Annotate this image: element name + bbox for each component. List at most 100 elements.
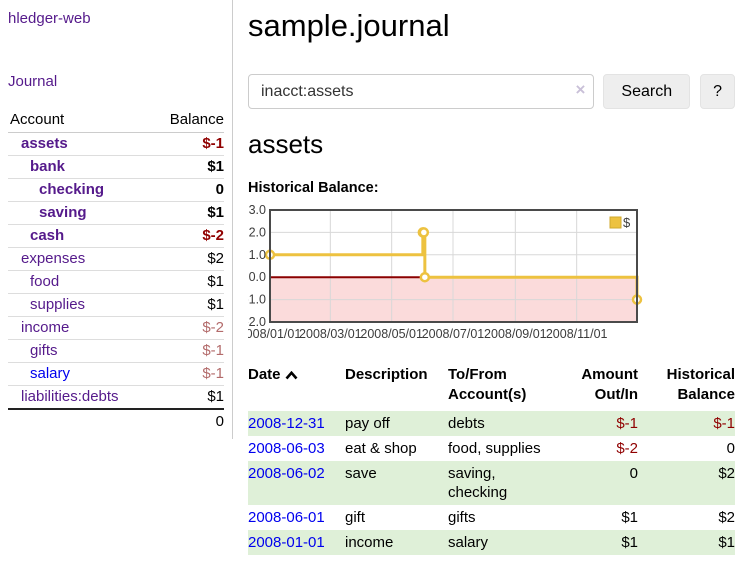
transaction-amount: $-1 — [616, 415, 638, 432]
account-balance: $1 — [151, 155, 224, 179]
account-row: liabilities:debts $1 — [8, 386, 224, 410]
app-title-link[interactable]: hledger-web — [8, 10, 91, 27]
x-axis-tick-label: 2008/03/01 — [299, 327, 362, 341]
search-input-wrapper: × — [248, 74, 595, 109]
transaction-accounts: saving, checking — [448, 465, 508, 501]
y-axis-tick-label: 1.0 — [249, 248, 266, 262]
account-balance: $-1 — [151, 132, 224, 156]
account-balance: 0 — [151, 178, 224, 202]
account-balance: $-2 — [151, 316, 224, 340]
account-link-assets[interactable]: assets — [21, 135, 68, 152]
transaction-row: 2008-06-03 eat & shop food, supplies $-2 0 — [248, 436, 735, 461]
account-link-cash[interactable]: cash — [30, 227, 65, 244]
transaction-row: 2008-12-31 pay off debts $-1 $-1 — [248, 411, 735, 436]
accounts-header-account: Account — [8, 108, 152, 133]
account-link-salary[interactable]: salary — [30, 365, 71, 382]
account-row: supplies $1 — [8, 293, 224, 317]
y-axis-tick-label: -1.0 — [248, 293, 266, 307]
clear-search-icon[interactable]: × — [575, 80, 586, 99]
accounts-header-row: Account Balance — [8, 108, 224, 133]
accounts-total-value: 0 — [151, 408, 224, 433]
transaction-description: income — [345, 534, 394, 551]
accounts-total-spacer — [8, 408, 152, 433]
accounts-header-balance: Balance — [151, 108, 224, 133]
app-root: hledger-web Journal Account Balance asse… — [0, 0, 742, 555]
transaction-accounts: debts — [448, 415, 485, 432]
transaction-date-link[interactable]: 2008-06-01 — [248, 509, 325, 526]
transaction-balance: $-1 — [713, 415, 735, 432]
register-header-row: Date Description To/From Account(s) Amou… — [248, 363, 735, 411]
account-row: saving $1 — [8, 201, 224, 225]
account-link-bank[interactable]: bank — [30, 158, 66, 175]
account-row: assets $-1 — [8, 132, 224, 156]
register-table: Date Description To/From Account(s) Amou… — [248, 363, 735, 555]
account-row: expenses $2 — [8, 247, 224, 271]
plot-border — [269, 209, 638, 323]
transaction-accounts: salary — [448, 534, 489, 551]
transaction-balance: $1 — [718, 534, 735, 551]
y-axis-tick-label: 2.0 — [249, 225, 266, 239]
account-link-saving[interactable]: saving — [39, 204, 87, 221]
register-header-date[interactable]: Date — [248, 363, 345, 411]
transaction-row: 2008-06-02 save saving, checking 0 $2 — [248, 461, 735, 505]
transaction-description: pay off — [345, 415, 390, 432]
account-link-income[interactable]: income — [21, 319, 70, 336]
transaction-balance: $2 — [718, 465, 735, 482]
account-link-supplies[interactable]: supplies — [30, 296, 86, 313]
account-row: gifts $-1 — [8, 339, 224, 363]
account-link-expenses[interactable]: expenses — [21, 250, 86, 267]
y-axis-tick-label: 3.0 — [249, 205, 266, 217]
register-header-amount: Amount Out/In — [581, 366, 638, 403]
accounts-total-row: 0 — [8, 408, 224, 433]
transaction-amount: $-2 — [616, 440, 638, 457]
x-axis-tick-label: 2008/11/01 — [546, 327, 608, 341]
account-row: bank $1 — [8, 155, 224, 179]
main-content: sample.journal × Search ? assets Histori… — [233, 0, 742, 555]
sort-ascending-icon — [285, 366, 298, 386]
historical-balance-chart[interactable]: $3.0 2.0 1.0 0.0 -1.0 -2.02008/01/012008/03/0… — [239, 203, 644, 345]
transaction-description: eat & shop — [345, 440, 417, 457]
legend-swatch — [609, 216, 622, 229]
register-header-date-label: Date — [248, 366, 281, 383]
transaction-date-link[interactable]: 2008-12-31 — [248, 415, 325, 432]
register-header-description: Description — [345, 366, 428, 383]
transaction-balance: $2 — [718, 509, 735, 526]
register-header-balance: Historical Balance — [666, 366, 735, 403]
transaction-amount: $1 — [621, 509, 638, 526]
page-title: sample.journal — [248, 8, 450, 43]
accounts-table: Account Balance assets $-1 bank $1 checking 0… — [8, 108, 224, 433]
account-balance: $-1 — [151, 339, 224, 363]
account-link-food[interactable]: food — [30, 273, 60, 290]
transaction-date-link[interactable]: 2008-01-01 — [248, 534, 325, 551]
search-form: × Search ? — [248, 74, 735, 109]
sidebar-item-journal[interactable]: Journal — [8, 73, 58, 90]
account-row: income $-2 — [8, 316, 224, 340]
legend-label: $ — [623, 215, 631, 230]
account-link-checking[interactable]: checking — [39, 181, 105, 198]
transaction-description: save — [345, 465, 377, 482]
search-input[interactable] — [248, 74, 595, 109]
transaction-amount: 0 — [629, 465, 638, 482]
transaction-date-link[interactable]: 2008-06-02 — [248, 465, 325, 482]
y-axis-tick-label: -2.0 — [248, 315, 266, 329]
data-point-marker — [418, 227, 430, 238]
account-heading: assets — [248, 129, 324, 159]
account-row: cash $-2 — [8, 224, 224, 248]
transaction-accounts: gifts — [448, 509, 476, 526]
account-balance: $1 — [207, 388, 224, 405]
account-link-gifts[interactable]: gifts — [30, 342, 58, 359]
transaction-balance: 0 — [726, 440, 735, 457]
chart-svg: $3.0 2.0 1.0 0.0 -1.0 -2.02008/01/012008/03/0… — [239, 203, 643, 341]
account-balance: $-1 — [151, 362, 224, 386]
transaction-date-link[interactable]: 2008-06-03 — [248, 440, 325, 457]
transaction-row: 2008-06-01 gift gifts $1 $2 — [248, 505, 735, 530]
x-axis-tick-label: 2008/05/01 — [360, 327, 423, 341]
account-balance: $1 — [151, 270, 224, 294]
sidebar: hledger-web Journal Account Balance asse… — [0, 0, 233, 439]
search-button[interactable]: Search — [603, 74, 691, 109]
transaction-amount: $1 — [621, 534, 638, 551]
account-balance: $1 — [151, 293, 224, 317]
account-link-liabilities-debts[interactable]: liabilities:debts — [21, 388, 119, 405]
register-header-accounts: To/From Account(s) — [448, 366, 527, 403]
help-button[interactable]: ? — [700, 74, 735, 109]
